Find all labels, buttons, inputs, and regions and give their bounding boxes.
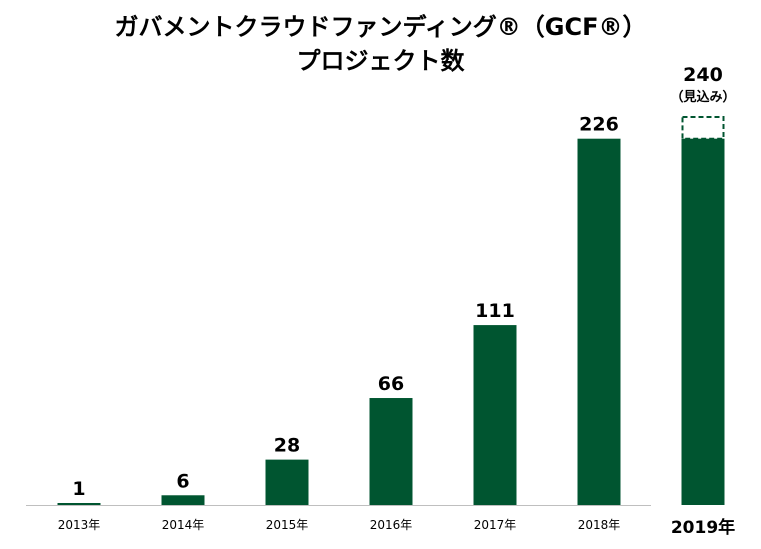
chart-title-line1: ガバメントクラウドファンディング®（GCF®） [114, 13, 647, 41]
estimate-note: （見込み） [670, 89, 735, 105]
chart-title-line2: プロジェクト数 [296, 47, 465, 75]
bar-value-label-2017年: 111 [475, 300, 515, 322]
bar-2014年 [161, 495, 205, 505]
bar-2016年 [369, 398, 413, 505]
bar-value-label-2018年: 226 [579, 114, 619, 136]
bar-value-label-2014年: 6 [176, 470, 189, 492]
bar-2015年 [265, 459, 309, 505]
x-tick-label-2015年: 2015年 [266, 518, 309, 532]
bar-2013年 [57, 503, 101, 505]
bar-value-label-2015年: 28 [274, 435, 300, 457]
x-tick-label-2017年: 2017年 [474, 518, 517, 532]
x-tick-label-2018年: 2018年 [578, 518, 621, 532]
bar-value-label-2013年: 1 [72, 478, 85, 500]
bar-2017年 [473, 325, 517, 505]
bar-2019年 [681, 138, 725, 506]
chart-title: ガバメントクラウドファンディング®（GCF®） プロジェクト数 [0, 10, 761, 78]
x-tick-label-2013年: 2013年 [58, 518, 101, 532]
bar-estimate-2019年 [681, 116, 725, 140]
bar-value-label-2016年: 66 [378, 373, 404, 395]
bar-value-label-2019年: 240 [683, 64, 723, 86]
x-tick-label-2016年: 2016年 [370, 518, 413, 532]
x-tick-label-2014年: 2014年 [162, 518, 205, 532]
bar-2018年 [577, 138, 621, 506]
x-tick-label-2019年: 2019年 [671, 517, 735, 538]
